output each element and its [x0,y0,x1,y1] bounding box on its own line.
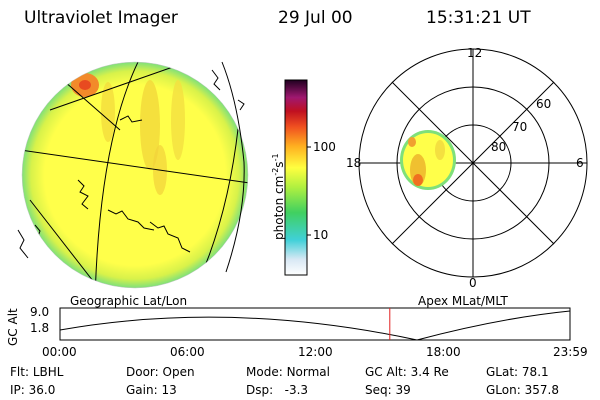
mlt-label-6: 6 [576,156,584,170]
timeline-xtick-4: 23:59 [553,345,588,359]
gcalt-label: GC Alt: [365,365,407,379]
colorbar-unit-exp1: -2 [271,167,280,176]
info-ip: IP: 36.0 [10,383,55,397]
timeline-xtick-3: 18:00 [426,345,461,359]
ip-value: 36.0 [28,383,56,397]
colorbar-unit: photon cm-2s-1 [271,153,286,240]
mode-label: Mode: [246,365,283,379]
info-glon: GLon: 357.8 [486,383,559,397]
altitude-curve [59,310,571,341]
info-door: Door: Open [126,365,195,379]
info-dsp: Dsp: -3.3 [246,383,308,397]
info-gain: Gain: 13 [126,383,177,397]
timeline-xtick-0: 00:00 [42,345,77,359]
info-mode: Mode: Normal [246,365,330,379]
apex-caption: Apex MLat/MLT [418,294,508,308]
gcalt-value: 3.4 Re [410,365,449,379]
polar-aurora [400,130,456,190]
mode-value: Normal [286,365,330,379]
gain-value: 13 [161,383,177,397]
ip-label: IP: [10,383,25,397]
glat-label: GLat: [486,365,519,379]
dsp-value: -3.3 [284,383,309,397]
hotspot [71,73,99,97]
timeline-ytick-top: 9.0 [30,305,50,319]
info-flt: Flt: LBHL [10,365,63,379]
flt-value: LBHL [32,365,64,379]
timeline-ytick-bottom: 1.8 [30,321,50,335]
time-label: 15:31:21 UT [426,8,531,28]
info-gcalt: GC Alt: 3.4 Re [365,365,449,379]
info-seq: Seq: 39 [365,383,411,397]
door-label: Door: [126,365,159,379]
glon-value: 357.8 [524,383,559,397]
info-glat: GLat: 78.1 [486,365,549,379]
seq-label: Seq: [365,383,392,397]
mlt-label-18: 18 [346,156,362,170]
colorbar-unit-exp2: -1 [271,153,280,162]
colorbar-unit-s: s [272,161,286,168]
instrument-title: Ultraviolet Imager [24,8,178,28]
geographic-caption: Geographic Lat/Lon [70,294,188,308]
colorbar-tick-10: 10 [313,228,329,242]
glat-value: 78.1 [521,365,549,379]
door-value: Open [162,365,195,379]
colorbar-unit-text: photon cm [272,175,286,240]
colorbar-tick-100: 100 [313,140,336,154]
timeline-xtick-2: 12:00 [298,345,333,359]
glon-label: GLon: [486,383,521,397]
lat-label-60: 60 [536,97,552,111]
auroral-disk [22,62,248,288]
timeline-ylabel: GC Alt [6,308,20,346]
seq-value: 39 [395,383,411,397]
lat-label-70: 70 [512,120,528,134]
dsp-label: Dsp: [246,383,274,397]
timeline-xtick-1: 06:00 [170,345,205,359]
date-label: 29 Jul 00 [278,8,353,28]
lat-label-80: 80 [491,140,507,154]
flt-label: Flt: [10,365,29,379]
mlt-label-12: 12 [467,46,483,60]
mlt-label-0: 0 [469,276,477,290]
gain-label: Gain: [126,383,158,397]
